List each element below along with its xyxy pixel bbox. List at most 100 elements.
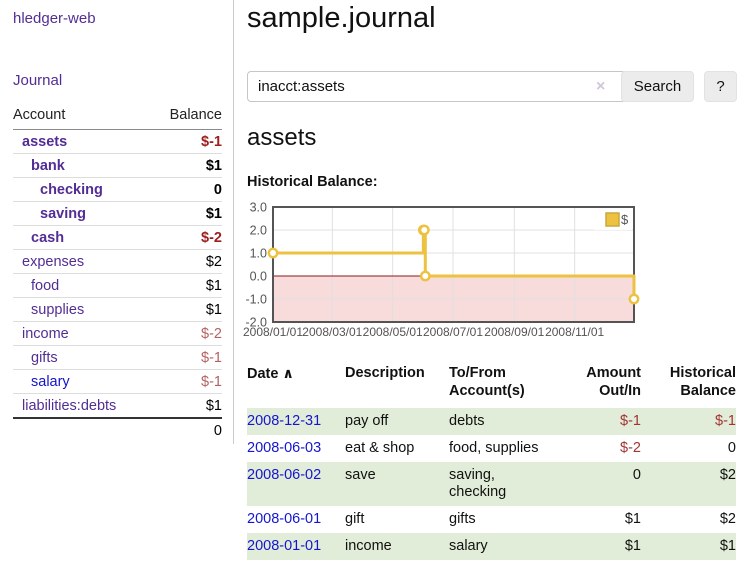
transaction-amount: $-1 <box>561 408 641 435</box>
sort-ascending-icon: ∧ <box>282 365 294 381</box>
transaction-balance: $1 <box>641 533 736 560</box>
sidebar-account-link[interactable]: food <box>31 277 60 294</box>
account-row: supplies $1 <box>13 297 222 322</box>
sidebar-account-link[interactable]: cash <box>31 229 65 246</box>
data-point-marker <box>419 270 431 282</box>
register-table: Date ∧ Description To/From Account(s) Am… <box>247 358 736 560</box>
register-header-description: Description <box>345 365 425 381</box>
account-row: saving $1 <box>13 201 222 226</box>
sidebar-account-link[interactable]: expenses <box>22 253 85 270</box>
transaction-description: pay off <box>345 408 449 435</box>
account-name-cell: assets <box>13 130 152 154</box>
account-balance: 0 <box>151 177 222 202</box>
sidebar-account-link[interactable]: salary <box>31 373 70 390</box>
sidebar-account-link[interactable]: gifts <box>31 349 58 366</box>
transaction-balance: $-1 <box>641 408 736 435</box>
x-tick-label: 2008/07/01 <box>423 325 483 339</box>
chart-label: Historical Balance: <box>247 174 378 190</box>
sidebar-account-link[interactable]: income <box>22 325 69 342</box>
y-tick-label: 2.0 <box>250 224 267 238</box>
account-balance: $-2 <box>151 225 222 250</box>
transaction-description: save <box>345 462 449 506</box>
register-header-row: Date ∧ Description To/From Account(s) Am… <box>247 358 736 408</box>
y-tick-label: -1.0 <box>245 293 267 307</box>
x-tick-label: 2008/11/01 <box>545 325 604 339</box>
transaction-amount: 0 <box>561 462 641 506</box>
accounts-header-line2: Account(s) <box>449 383 525 399</box>
account-name-cell: expenses <box>13 249 152 274</box>
account-name-cell: salary <box>13 369 152 394</box>
accounts-total-row: 0 <box>13 417 222 442</box>
balance-header-line1: Historical <box>669 365 736 381</box>
sidebar-account-link[interactable]: checking <box>40 181 103 198</box>
account-row: bank $1 <box>13 153 222 178</box>
register-row: 2008-06-01 gift gifts $1 $2 <box>247 506 736 533</box>
transaction-accounts: salary <box>449 533 561 560</box>
register-row: 2008-06-03 eat & shop food, supplies $-2 0 <box>247 435 736 462</box>
transaction-accounts: gifts <box>449 511 476 527</box>
sidebar-item-journal[interactable]: Journal <box>13 72 63 89</box>
clear-search-icon[interactable]: × <box>596 78 606 95</box>
transaction-date-cell: 2008-06-03 <box>247 435 345 462</box>
account-balance: $1 <box>151 201 222 226</box>
register-row: 2008-06-02 save saving, checking 0 $2 <box>247 462 736 506</box>
transaction-date-link[interactable]: 2008-12-31 <box>247 413 322 429</box>
transaction-date-link[interactable]: 2008-06-03 <box>247 440 322 456</box>
account-name-cell: bank <box>13 153 152 178</box>
search-input[interactable] <box>247 71 626 102</box>
amount-header-line2: Out/In <box>599 383 641 399</box>
account-name-cell: supplies <box>13 297 152 322</box>
register-table-body: 2008-12-31 pay off debts $-1 $-1 2008-06-03 ea… <box>247 408 736 560</box>
account-name-cell: gifts <box>13 345 152 370</box>
transaction-date-cell: 2008-06-01 <box>247 506 345 533</box>
transaction-date-link[interactable]: 2008-06-01 <box>247 511 322 527</box>
transaction-date-link[interactable]: 2008-06-02 <box>247 467 322 483</box>
app-brand-link[interactable]: hledger-web <box>13 10 96 27</box>
transaction-accounts: food, supplies <box>449 440 539 456</box>
transaction-amount: $1 <box>624 511 641 527</box>
sidebar-account-link[interactable]: saving <box>40 205 86 222</box>
account-row: cash $-2 <box>13 225 222 250</box>
search-button[interactable]: Search <box>621 71 694 102</box>
account-row: liabilities:debts $1 <box>13 393 222 418</box>
account-row: expenses $2 <box>13 249 222 274</box>
account-balance: $1 <box>151 153 222 178</box>
accounts-table-header: Account Balance <box>13 104 222 130</box>
date-header-label: Date <box>247 366 279 382</box>
transaction-accounts: debts <box>449 408 561 435</box>
account-row: checking 0 <box>13 177 222 202</box>
account-name-cell: cash <box>13 225 152 250</box>
account-balance: $-1 <box>151 369 222 394</box>
accounts-header-account: Account <box>13 104 152 130</box>
transaction-balance: 0 <box>727 440 736 456</box>
y-tick-label: 3.0 <box>250 201 267 215</box>
accounts-table-body: assets $-1 bank $1 checking 0 saving $1 cash $-2 e… <box>13 130 222 418</box>
transaction-date-link[interactable]: 2008-01-01 <box>247 538 322 554</box>
account-name-cell: income <box>13 321 152 346</box>
transaction-accounts: saving, checking <box>449 462 561 506</box>
sidebar-account-link[interactable]: supplies <box>31 301 85 318</box>
x-tick-label: 2008/03/01 <box>302 325 362 339</box>
amount-header-line1: Amount <box>586 365 641 381</box>
register-header-date[interactable]: Date ∧ <box>247 358 345 408</box>
plot-border <box>272 206 635 323</box>
account-name-cell: checking <box>13 177 152 202</box>
x-tick-label: 2008/09/01 <box>484 325 544 339</box>
transaction-date-cell: 2008-12-31 <box>247 408 345 435</box>
transaction-date-cell: 2008-01-01 <box>247 533 345 560</box>
sidebar-account-link[interactable]: bank <box>31 157 65 174</box>
transaction-description: gift <box>345 511 365 527</box>
account-balance: $1 <box>151 393 222 418</box>
sidebar-account-link[interactable]: liabilities:debts <box>22 397 117 414</box>
data-point-marker <box>628 293 640 305</box>
page-title: sample.journal <box>247 2 436 34</box>
account-row: salary $-1 <box>13 369 222 394</box>
account-balance: $-1 <box>151 345 222 370</box>
accounts-table: Account Balance assets $-1 bank $1 checking 0… <box>13 104 222 442</box>
account-balance: $2 <box>151 249 222 274</box>
register-row: 2008-12-31 pay off debts $-1 $-1 <box>247 408 736 435</box>
register-header-balance: Historical Balance <box>641 358 736 408</box>
accounts-total-spacer <box>13 417 152 442</box>
help-button[interactable]: ? <box>704 71 737 102</box>
sidebar-account-link[interactable]: assets <box>22 133 68 150</box>
